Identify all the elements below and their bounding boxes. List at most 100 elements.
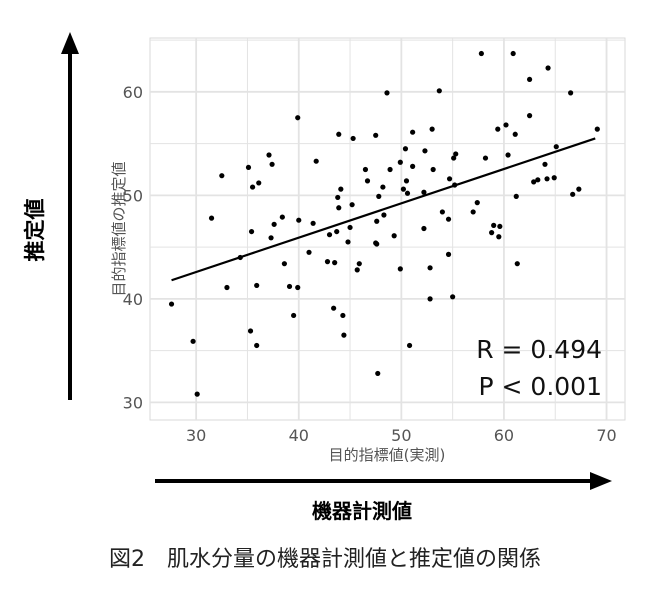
data-point: [513, 193, 519, 199]
y-tick-label: 60: [123, 83, 143, 102]
x-tick-label: 60: [494, 426, 514, 445]
y-tick-label: 40: [123, 290, 143, 309]
data-point: [219, 173, 225, 179]
data-point: [331, 305, 337, 311]
data-point: [542, 161, 548, 167]
x-tick-label: 70: [596, 426, 616, 445]
data-point: [380, 184, 386, 190]
data-point: [168, 301, 175, 307]
data-point: [336, 205, 342, 211]
data-point: [478, 50, 484, 57]
data-point: [453, 151, 459, 157]
data-point: [335, 194, 341, 201]
x-arrow-head-icon: [590, 472, 612, 490]
data-point: [451, 155, 457, 161]
data-point: [381, 212, 387, 218]
data-point: [397, 159, 403, 165]
data-point: [495, 126, 501, 132]
data-point: [510, 50, 516, 57]
data-point: [568, 90, 574, 96]
data-point: [249, 184, 256, 190]
data-point: [194, 391, 200, 397]
data-point: [271, 221, 277, 227]
data-point: [336, 131, 342, 137]
data-point: [384, 90, 390, 96]
data-point: [410, 163, 416, 169]
data-point: [374, 241, 380, 247]
data-point: [400, 186, 407, 192]
data-point: [295, 115, 301, 121]
data-point: [397, 266, 403, 272]
data-point: [296, 217, 302, 223]
data-point: [526, 76, 533, 83]
data-point: [224, 284, 230, 291]
data-point: [247, 328, 254, 334]
data-point: [269, 161, 275, 167]
data-point: [362, 166, 369, 173]
x-tick-label: 30: [186, 426, 206, 445]
data-point: [350, 135, 356, 142]
data-point: [545, 65, 551, 71]
data-point: [531, 179, 537, 185]
data-point: [427, 296, 433, 302]
y-axis-label: 目的指標値の推定値: [110, 161, 128, 296]
x-arrow-label: 機器計測値: [312, 499, 412, 523]
data-point: [326, 232, 333, 238]
data-point: [496, 234, 502, 240]
data-point: [324, 259, 331, 265]
data-point: [430, 166, 436, 173]
data-point: [254, 282, 260, 289]
data-point: [364, 178, 371, 184]
x-axis-label: 目的指標値(実測): [329, 446, 446, 464]
grid: [150, 38, 625, 420]
data-point: [256, 180, 262, 186]
data-point: [403, 178, 410, 184]
data-point: [402, 146, 409, 152]
data-point: [421, 225, 427, 232]
data-point: [535, 177, 541, 183]
data-point: [570, 191, 576, 197]
data-point: [354, 267, 360, 273]
data-point: [551, 175, 557, 181]
data-point: [404, 190, 411, 196]
data-point: [410, 129, 416, 135]
figure-caption: 図2 肌水分量の機器計測値と推定値の関係: [109, 547, 541, 572]
data-point: [374, 218, 380, 224]
data-point: [310, 220, 316, 226]
y-tick-label: 50: [123, 186, 143, 205]
data-point: [553, 144, 559, 150]
data-point: [470, 209, 476, 215]
data-point: [349, 202, 355, 208]
data-point: [341, 332, 347, 338]
data-point: [347, 224, 353, 231]
tick-labels: 30 40 50 60 70 30 40 50 60: [123, 83, 617, 445]
data-point: [266, 152, 272, 158]
data-point: [422, 148, 428, 154]
points: [168, 50, 600, 397]
data-point: [306, 249, 312, 255]
data-point: [279, 214, 285, 220]
data-point: [345, 239, 351, 245]
data-point: [594, 126, 600, 132]
data-point: [190, 338, 196, 344]
plot-panel: [149, 37, 626, 421]
data-point: [474, 200, 480, 206]
data-point: [526, 113, 533, 119]
data-point: [376, 193, 382, 199]
p-annotation: P < 0.001: [479, 372, 603, 401]
data-point: [248, 228, 255, 235]
data-point: [356, 261, 362, 267]
data-point: [497, 223, 503, 230]
data-point: [445, 216, 452, 222]
data-point: [286, 283, 293, 290]
data-point: [375, 370, 381, 377]
data-point: [427, 265, 433, 271]
data-point: [512, 131, 518, 137]
data-point: [340, 312, 346, 319]
data-point: [505, 152, 511, 158]
y-arrow-head-icon: [61, 32, 79, 54]
data-point: [338, 186, 344, 192]
x-tick-label: 50: [391, 426, 411, 445]
data-point: [489, 230, 495, 236]
